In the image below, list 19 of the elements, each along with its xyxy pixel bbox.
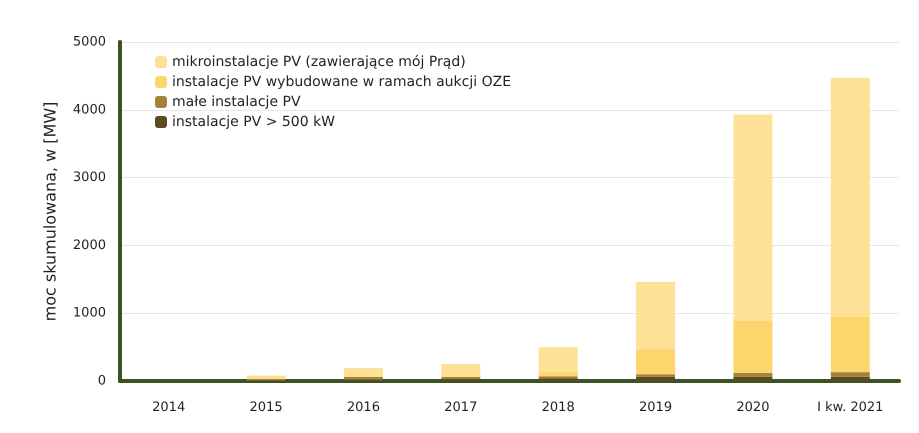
x-tick-label: 2014	[152, 400, 186, 415]
x-tick-label: 2016	[346, 400, 380, 415]
legend-label: mikroinstalacje PV (zawierające mój Prąd)	[172, 54, 466, 70]
y-tick-label: 4000	[72, 102, 106, 118]
y-tick-label: 5000	[72, 34, 106, 50]
x-tick-label: 2015	[250, 400, 283, 415]
y-axis-title: moc skumulowana, w [MW]	[40, 102, 60, 322]
legend-label: instalacje PV wybudowane w ramach aukcji OZE	[172, 74, 512, 90]
y-tick-label: 1000	[72, 306, 106, 321]
x-tick-label: I kw. 2021	[817, 400, 884, 415]
y-tick-label: 2000	[72, 238, 106, 253]
x-tick-label: 2017	[444, 400, 478, 415]
y-tick-label: 0	[98, 374, 106, 388]
legend-label: małe instalacje PV	[172, 94, 301, 110]
y-tick-label: 3000	[72, 170, 106, 186]
x-tick-label: 2019	[639, 400, 672, 415]
x-tick-label: 2018	[542, 400, 575, 415]
legend-label: instalacje PV > 500 kW	[172, 114, 336, 130]
x-tick-label: 2020	[736, 400, 770, 415]
